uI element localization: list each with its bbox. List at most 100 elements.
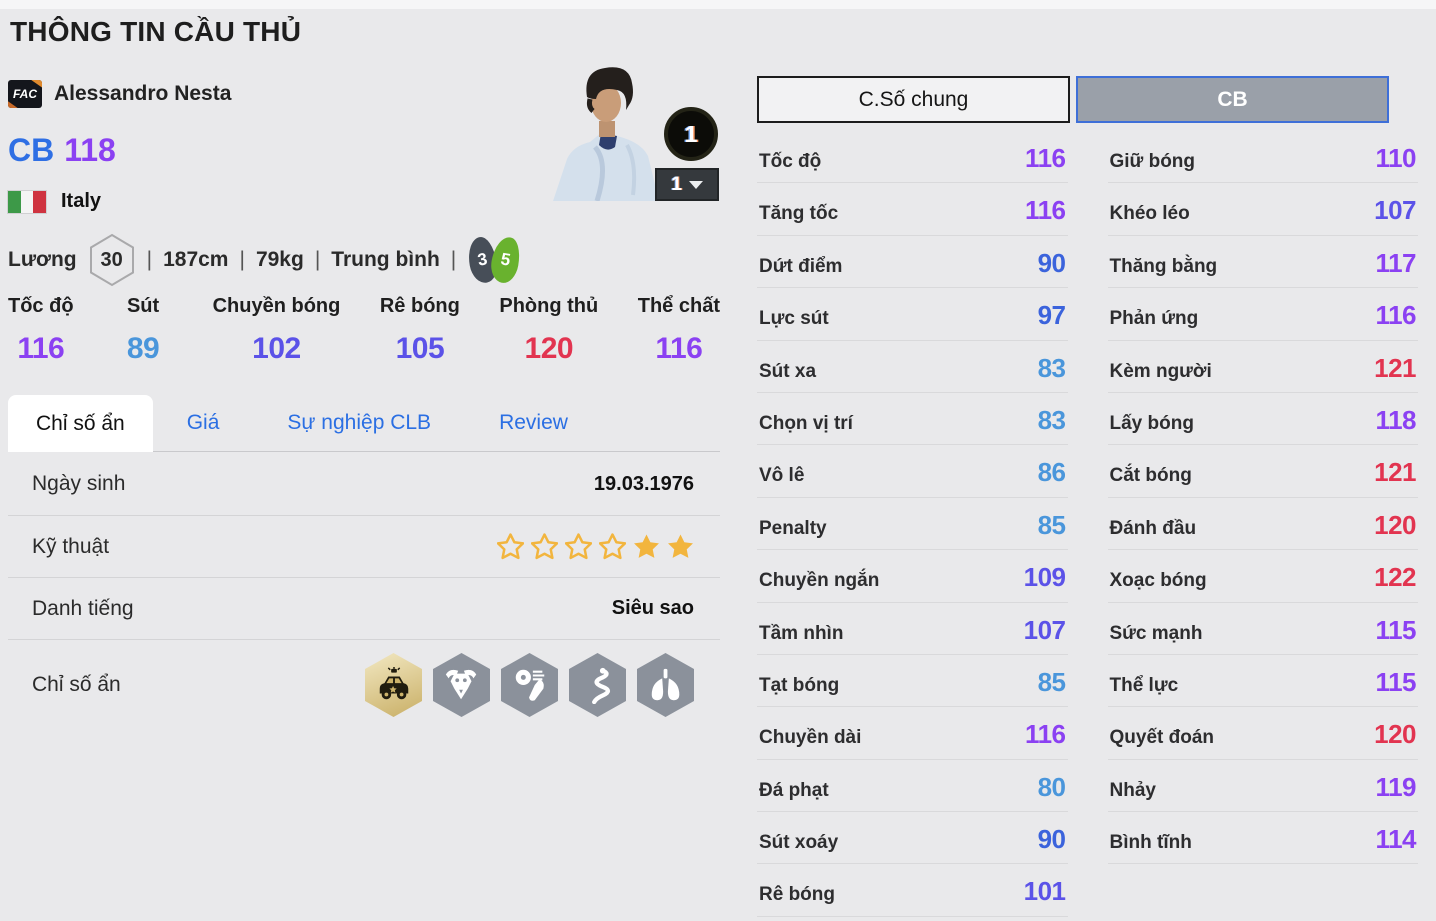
police-car-icon[interactable]: [365, 653, 422, 717]
stat-value: 120: [1374, 719, 1416, 750]
stat-value: 107: [1023, 614, 1066, 645]
stat-row: Chuyền ngắn 109: [757, 550, 1068, 603]
stat-row: Kèm người 121: [1107, 341, 1418, 393]
stat-value: 114: [1375, 824, 1417, 855]
tab-sự-nghiệp-clb[interactable]: Sự nghiệp CLB: [287, 411, 432, 434]
summary-stat: Chuyền bóng 102: [213, 295, 341, 366]
stat-label: Tăng tốc: [759, 203, 839, 225]
stat-label: Thăng bằng: [1109, 255, 1218, 277]
stat-row: Tăng tốc 116: [757, 183, 1068, 236]
stat-row: Khéo léo 107: [1107, 183, 1418, 236]
buffalo-icon[interactable]: [433, 653, 490, 717]
stat-value: 120: [1374, 509, 1416, 540]
stats-columns: Tốc độ 116 Tăng tốc 116 Dứt điểm 90 Lực sút 97 S…: [757, 131, 1418, 917]
stat-row: Cắt bóng 121: [1107, 445, 1418, 498]
stat-row: Giữ bóng 110: [1107, 131, 1418, 184]
hidden-stats-label: Chỉ số ẩn: [32, 673, 121, 696]
stats-column-right: Giữ bóng 110 Khéo léo 107 Thăng bằng 117 Phản …: [1107, 131, 1418, 917]
star-filled-icon: [634, 534, 659, 558]
stat-row: Đánh đầu 120: [1107, 498, 1418, 551]
stat-value: 116: [1375, 300, 1417, 331]
summary-stat-value: 120: [524, 332, 574, 365]
stat-row: Sút xoáy 90: [757, 812, 1068, 865]
stat-label: Penalty: [759, 517, 827, 539]
summary-stat-label: Thể chất: [637, 295, 720, 317]
stat-row: Lấy bóng 118: [1107, 393, 1418, 446]
stat-label: Chọn vị trí: [759, 412, 853, 434]
stat-label: Thể lực: [1109, 674, 1179, 696]
stat-value: 116: [1025, 143, 1066, 173]
birthdate-label: Ngày sinh: [32, 472, 126, 495]
player-name: Alessandro Nesta: [54, 82, 232, 105]
separator: |: [239, 248, 245, 271]
stat-label: Tạt bóng: [759, 674, 840, 696]
stat-row: Quyết đoán 120: [1107, 707, 1418, 760]
tab-giá[interactable]: Giá: [186, 411, 220, 434]
stat-label: Sút xoáy: [759, 832, 839, 854]
stat-value: 80: [1037, 771, 1066, 802]
top-strip: [0, 0, 1436, 9]
stat-label: Khéo léo: [1109, 203, 1190, 225]
stat-value: 118: [1375, 404, 1417, 435]
stat-row: Phản ứng 116: [1107, 288, 1418, 341]
nation-row: Italy: [8, 190, 101, 213]
stat-label: Bình tĩnh: [1109, 832, 1192, 854]
stat-row: Tầm nhìn 107: [757, 603, 1068, 655]
summary-stat: Sút 89: [113, 295, 173, 366]
stat-row: Penalty 85: [757, 498, 1068, 551]
power-shot-icon[interactable]: [501, 653, 558, 717]
italy-flag-icon: [8, 190, 47, 213]
tab-chỉ-số-ẩn[interactable]: Chỉ số ẩn: [8, 395, 153, 452]
stat-label: Phản ứng: [1109, 308, 1199, 330]
strong-foot-icon: 5: [488, 235, 524, 285]
meta-items: | 187cm | 79kg | Trung bình |: [147, 248, 457, 272]
fac-season-badge-icon: FAC: [8, 80, 42, 108]
position-overall: CB 118: [8, 132, 116, 169]
summary-stat-label: Chuyền bóng: [212, 295, 341, 317]
summary-stat-label: Sút: [126, 295, 160, 317]
skill-moves-label: Kỹ thuật: [32, 534, 110, 558]
summary-stat-value: 116: [17, 332, 65, 365]
summary-stat-label: Phòng thủ: [499, 295, 599, 317]
stat-value: 115: [1375, 614, 1417, 645]
tab-position-stats[interactable]: CB: [1076, 76, 1389, 123]
stat-value: 116: [1025, 719, 1066, 750]
tab-general-stats[interactable]: C.Số chung: [757, 76, 1070, 123]
stat-value: 115: [1375, 666, 1417, 697]
stat-value: 101: [1023, 876, 1066, 907]
stat-row: Tốc độ 116: [757, 131, 1068, 184]
stat-value: 83: [1037, 352, 1066, 383]
stat-row: Chuyền dài 116: [757, 707, 1068, 760]
stat-value: 122: [1374, 562, 1416, 593]
stat-row: Xoạc bóng 122: [1107, 550, 1418, 603]
separator: |: [450, 248, 457, 271]
summary-stat-value: 105: [395, 332, 445, 365]
stat-label: Chuyền ngắn: [759, 570, 880, 592]
stat-value: 117: [1375, 247, 1417, 278]
level-dropdown-value: 1: [671, 173, 682, 195]
stat-label: Nhảy: [1109, 779, 1156, 801]
stat-label: Lực sút: [759, 308, 829, 330]
summary-stats-row: Tốc độ 116 Sút 89 Chuyền bóng 102 Rê bóng 105 Ph…: [8, 295, 720, 366]
stat-row: Bình tĩnh 114: [1107, 812, 1418, 865]
stat-row: Thể lực 115: [1107, 655, 1418, 708]
stat-row: Nhảy 119: [1107, 760, 1418, 813]
skill-star-rating: [497, 533, 694, 560]
stat-label: Rê bóng: [759, 884, 835, 906]
stat-label: Đánh đầu: [1109, 517, 1197, 539]
stat-label: Tốc độ: [759, 151, 822, 172]
level-dropdown[interactable]: 1: [655, 168, 719, 201]
tab-review[interactable]: Review: [499, 411, 568, 434]
meta-item: Trung bình: [331, 248, 440, 271]
summary-stat: Phòng thủ 120: [499, 295, 598, 366]
stat-value: 97: [1037, 300, 1066, 331]
hexagon-outline-icon: [89, 233, 134, 287]
player-meta-row: Lương 30 | 187cm | 79kg | Trung bình | 3 5: [8, 232, 524, 288]
stat-label: Vô lê: [759, 465, 805, 487]
summary-stat-value: 89: [126, 332, 160, 365]
snake-icon[interactable]: [569, 653, 626, 717]
stat-label: Sút xa: [759, 360, 817, 382]
stat-value: 85: [1037, 666, 1066, 697]
lungs-icon[interactable]: [637, 653, 694, 717]
